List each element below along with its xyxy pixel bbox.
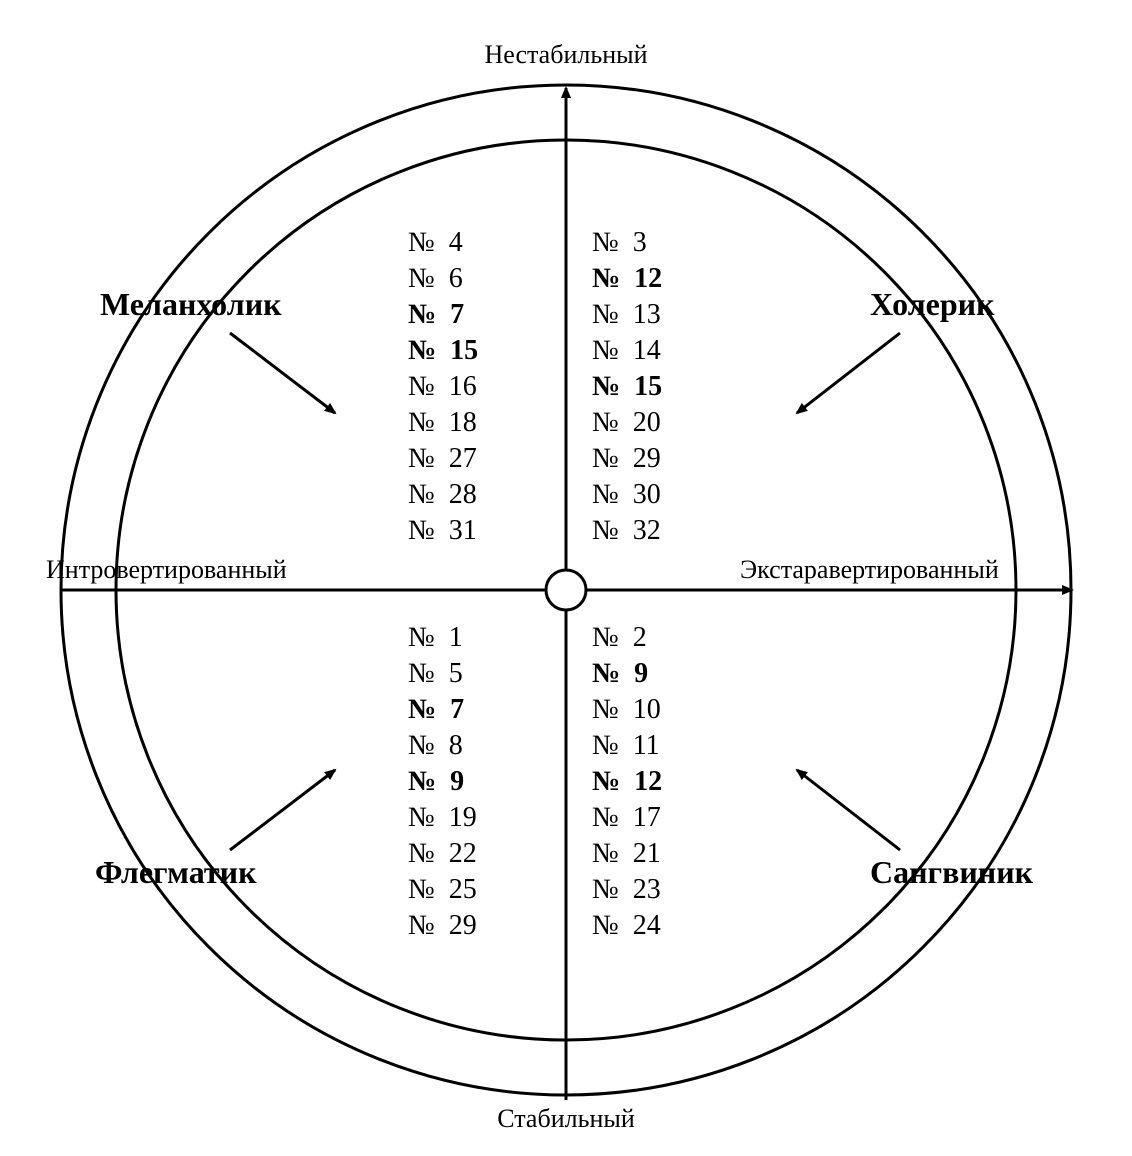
number-entry: № 2 [592, 620, 662, 656]
number-entry: № 9 [592, 656, 662, 692]
list-bottom-left: № 1№ 5№ 7№ 8№ 9№ 19№ 22№ 25№ 29 [408, 620, 477, 944]
number-entry: № 28 [408, 477, 478, 513]
number-entry: № 4 [408, 225, 478, 261]
number-entry: № 7 [408, 297, 478, 333]
number-entry: № 25 [408, 872, 477, 908]
number-entry: № 14 [592, 333, 662, 369]
axis-label-right: Экстаравертированный [740, 555, 999, 585]
label-sanguine: Сангвиник [870, 854, 1033, 891]
number-entry: № 11 [592, 728, 662, 764]
number-entry: № 24 [592, 908, 662, 944]
number-entry: № 21 [592, 836, 662, 872]
number-entry: № 29 [408, 908, 477, 944]
label-choleric: Холерик [870, 286, 995, 323]
list-top-left: № 4№ 6№ 7№ 15№ 16№ 18№ 27№ 28№ 31 [408, 225, 478, 549]
number-entry: № 32 [592, 513, 662, 549]
number-entry: № 15 [592, 369, 662, 405]
number-entry: № 12 [592, 764, 662, 800]
number-entry: № 9 [408, 764, 477, 800]
number-entry: № 29 [592, 441, 662, 477]
number-entry: № 30 [592, 477, 662, 513]
number-entry: № 18 [408, 405, 478, 441]
number-entry: № 13 [592, 297, 662, 333]
number-entry: № 17 [592, 800, 662, 836]
number-entry: № 27 [408, 441, 478, 477]
number-entry: № 12 [592, 261, 662, 297]
axis-label-top: Нестабильный [466, 40, 666, 70]
temperament-diagram: Нестабильный Стабильный Интровертированн… [0, 0, 1132, 1156]
number-entry: № 8 [408, 728, 477, 764]
number-entry: № 23 [592, 872, 662, 908]
label-melancholic: Меланхолик [100, 286, 282, 323]
number-entry: № 5 [408, 656, 477, 692]
number-entry: № 3 [592, 225, 662, 261]
list-bottom-right: № 2№ 9№ 10№ 11№ 12№ 17№ 21№ 23№ 24 [592, 620, 662, 944]
number-entry: № 15 [408, 333, 478, 369]
list-top-right: № 3№ 12№ 13№ 14№ 15№ 20№ 29№ 30№ 32 [592, 225, 662, 549]
axis-label-left: Интровертированный [46, 555, 287, 585]
axis-label-bottom: Стабильный [466, 1104, 666, 1134]
number-entry: № 19 [408, 800, 477, 836]
number-entry: № 16 [408, 369, 478, 405]
number-entry: № 10 [592, 692, 662, 728]
label-phlegmatic: Флегматик [95, 854, 257, 891]
number-entry: № 7 [408, 692, 477, 728]
number-entry: № 22 [408, 836, 477, 872]
number-entry: № 31 [408, 513, 478, 549]
number-entry: № 20 [592, 405, 662, 441]
number-entry: № 1 [408, 620, 477, 656]
number-entry: № 6 [408, 261, 478, 297]
